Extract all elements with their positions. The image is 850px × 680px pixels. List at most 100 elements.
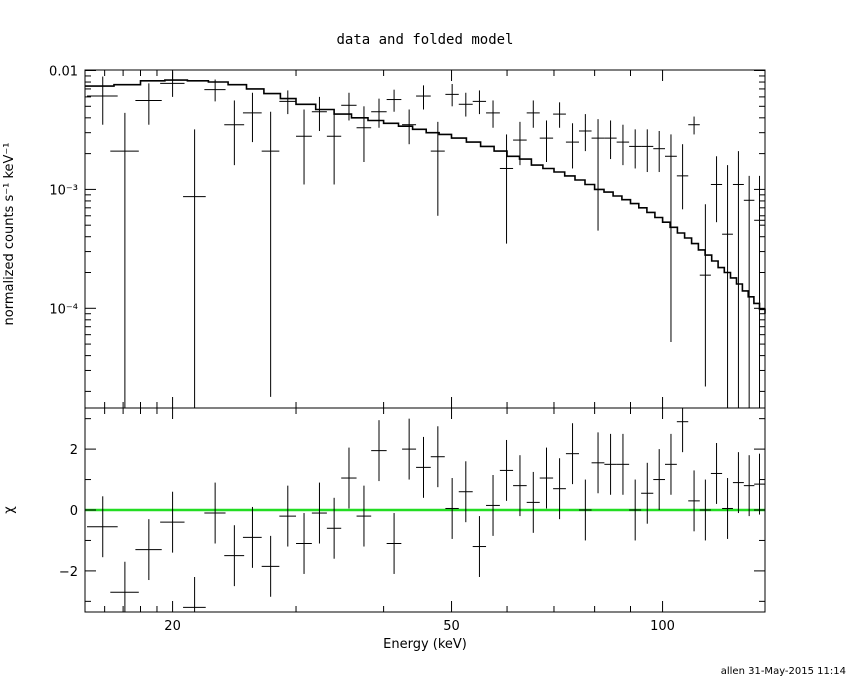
data-point <box>743 175 755 408</box>
residual-point <box>296 513 312 574</box>
data-point <box>754 175 765 408</box>
data-point <box>204 79 226 102</box>
data-point <box>311 96 327 131</box>
folded-model-line <box>85 79 766 314</box>
data-point <box>183 129 206 408</box>
residual-point <box>499 439 514 501</box>
y-tick-label: 2 <box>70 443 78 458</box>
residual-point <box>553 458 566 520</box>
residual-point <box>616 433 630 495</box>
data-point <box>722 165 733 408</box>
data-point <box>224 100 245 166</box>
data-point <box>356 106 372 163</box>
residual-series <box>87 408 765 612</box>
data-point <box>296 109 312 185</box>
top-y-axis-label: normalized counts s⁻¹ keV⁻¹ <box>2 143 17 326</box>
data-point <box>699 204 711 387</box>
residual-point <box>402 418 417 480</box>
data-point <box>472 90 487 115</box>
data-point <box>591 119 605 231</box>
data-point <box>110 112 139 408</box>
x-axis-label: Energy (keV) <box>383 637 467 652</box>
data-point <box>641 129 654 173</box>
residual-point <box>356 485 372 547</box>
residual-point <box>445 478 459 539</box>
residual-point <box>641 462 654 524</box>
data-point <box>135 83 162 125</box>
residual-point <box>664 433 677 495</box>
data-point <box>386 89 402 112</box>
residual-point <box>676 408 689 453</box>
x-tick-label: 100 <box>650 619 675 634</box>
residual-point <box>732 452 744 514</box>
residual-point <box>565 423 580 485</box>
data-point <box>430 121 445 216</box>
data-point <box>261 111 280 397</box>
residual-point <box>416 436 431 498</box>
data-point <box>676 144 689 210</box>
folded-model-series <box>85 79 766 314</box>
data-point <box>604 120 617 160</box>
bottom-y-axis-label: χ <box>2 506 17 514</box>
residual-point <box>526 471 540 533</box>
data-point <box>565 123 580 169</box>
x-tick-label: 50 <box>443 619 460 634</box>
data-point <box>629 129 642 169</box>
residual-point <box>604 433 617 495</box>
residual-point <box>591 432 605 494</box>
residual-point <box>183 576 206 612</box>
residual-point <box>743 455 755 517</box>
residual-point <box>754 453 765 515</box>
residual-point <box>204 482 226 544</box>
residual-point <box>386 513 402 574</box>
data-point <box>402 109 417 145</box>
residual-point <box>110 561 139 612</box>
residual-point <box>311 482 327 544</box>
data-point <box>445 84 459 107</box>
data-point <box>664 134 677 343</box>
data-point <box>616 124 630 166</box>
data-point <box>539 120 554 163</box>
x-tick-label: 20 <box>164 619 181 634</box>
residual-point <box>486 474 500 536</box>
data-point <box>371 98 387 128</box>
residual-point <box>135 519 162 581</box>
data-point <box>653 130 665 173</box>
data-point <box>526 100 540 128</box>
residual-point <box>513 455 527 517</box>
data-point <box>341 92 357 121</box>
data-point <box>326 109 342 185</box>
top-axis-ticks: 0.01 10⁻³ 10⁻⁴ <box>49 65 765 408</box>
residual-point <box>539 447 554 509</box>
bottom-plot-frame <box>84 407 766 613</box>
residual-point <box>224 525 245 587</box>
timestamp-stamp: allen 31-May-2015 11:14 <box>721 666 846 677</box>
y-tick-label: 10⁻³ <box>49 183 78 198</box>
residual-point <box>699 479 711 541</box>
residual-point <box>279 485 297 547</box>
residual-point <box>341 447 357 509</box>
residual-point <box>472 516 487 577</box>
residual-point <box>629 479 642 541</box>
residual-point <box>242 506 262 568</box>
data-point <box>732 151 744 408</box>
residual-point <box>653 449 665 510</box>
data-point <box>242 92 262 143</box>
data-point <box>416 85 431 110</box>
data-point <box>579 114 592 152</box>
y-tick-label: −2 <box>59 565 78 580</box>
data-point <box>279 90 297 115</box>
residual-point <box>87 496 118 558</box>
data-point <box>688 116 700 135</box>
y-tick-label: 0 <box>70 504 78 519</box>
top-panel: 0.01 10⁻³ 10⁻⁴ <box>49 65 766 409</box>
data-point <box>458 92 473 117</box>
chart-title: data and folded model <box>336 32 513 48</box>
residual-point <box>722 478 733 539</box>
residual-point <box>160 491 185 553</box>
residual-point <box>326 497 342 559</box>
y-tick-label: 0.01 <box>49 65 78 80</box>
residual-point <box>688 470 700 532</box>
